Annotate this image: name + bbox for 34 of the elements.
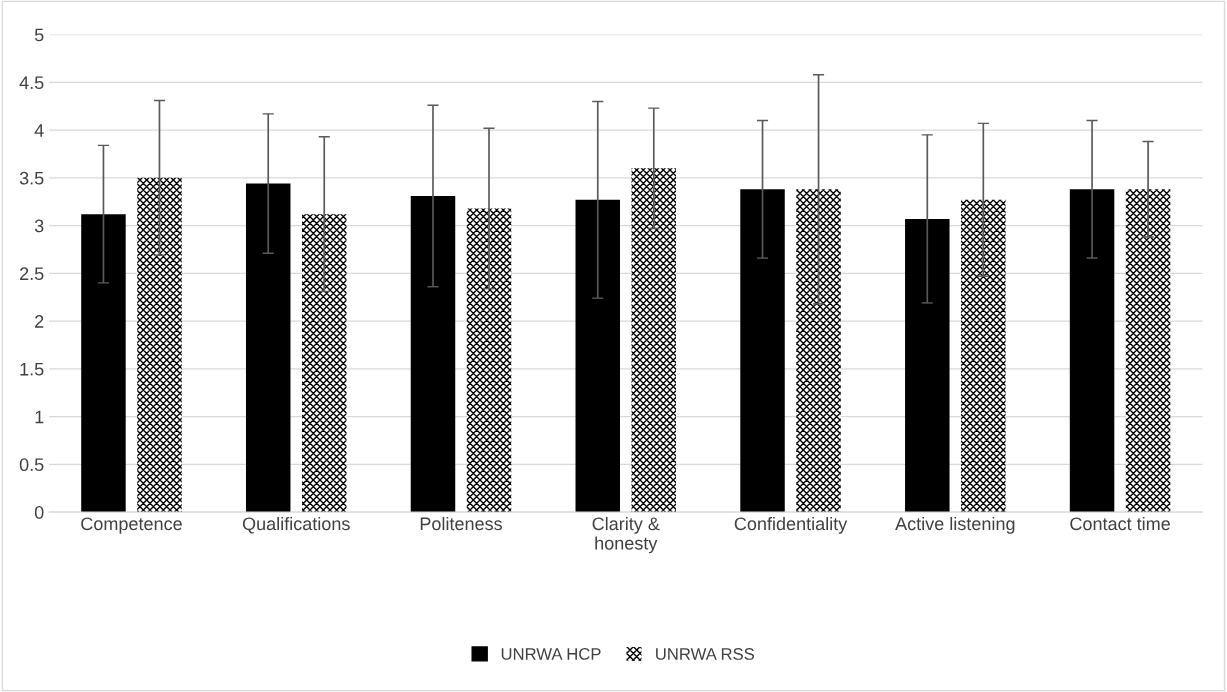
y-tick-label: 1.5 xyxy=(20,362,44,376)
y-tick-label: 0 xyxy=(34,506,44,519)
x-tick-label: Qualifications xyxy=(242,516,350,534)
bar xyxy=(137,177,182,513)
bar xyxy=(631,168,677,513)
bar xyxy=(1125,189,1171,513)
bar xyxy=(245,183,291,513)
x-tick-label: Contact time xyxy=(1070,516,1170,531)
bar xyxy=(905,218,950,513)
bar xyxy=(961,199,1006,513)
y-tick-label: 2 xyxy=(35,315,44,328)
y-tick-label: 5 xyxy=(34,28,44,42)
x-tick-label: Politeness xyxy=(420,516,502,531)
legend-label: UNRWA HCP xyxy=(501,648,601,660)
y-tick-label: 4.5 xyxy=(19,76,44,90)
bar xyxy=(796,189,841,513)
y-tick-label: 4 xyxy=(34,124,44,137)
x-tick-label: Active listening xyxy=(895,516,1015,534)
y-tick-label: 2.5 xyxy=(20,267,44,281)
bar xyxy=(575,199,620,513)
y-tick-label: 3.5 xyxy=(19,171,44,185)
x-tick-label: Confidentiality xyxy=(734,516,848,534)
bar xyxy=(410,195,456,513)
y-tick-label: 3 xyxy=(34,219,44,233)
bar xyxy=(740,189,785,513)
y-tick-label: 1 xyxy=(35,410,44,424)
bar xyxy=(1069,189,1115,513)
y-tick-label: 0.5 xyxy=(19,458,44,472)
x-tick-label: Competence xyxy=(81,517,182,534)
legend-label: UNRWA RSS xyxy=(656,648,755,660)
bar xyxy=(302,214,347,513)
bar xyxy=(466,208,512,513)
bar xyxy=(81,214,126,513)
x-tick-label: Clarity & honesty xyxy=(592,516,660,554)
